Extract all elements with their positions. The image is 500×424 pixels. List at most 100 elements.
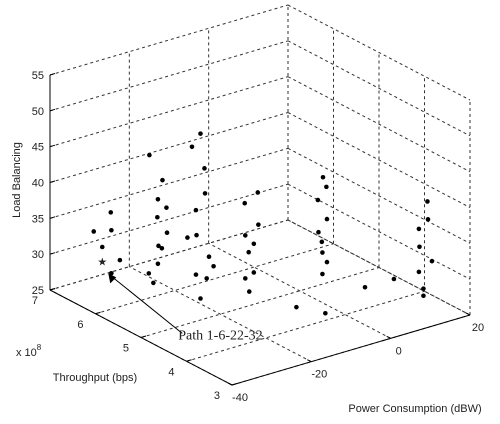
point [251,241,257,247]
point [243,276,248,281]
point [185,235,190,240]
grid-line [49,219,289,291]
point [193,207,199,213]
grid-line [129,266,312,363]
grid-line [208,242,391,339]
point [362,284,368,290]
point [155,261,161,267]
point [147,152,152,158]
point [323,310,328,316]
z-tick [49,108,56,112]
point [251,270,257,275]
point [425,199,430,204]
point [204,276,209,281]
point [246,249,251,255]
point [324,259,330,265]
x-tick [386,335,391,339]
z-tick-label: 35 [32,213,44,225]
point [194,232,199,238]
grid-line [49,183,289,255]
point [91,229,97,234]
point [417,244,422,250]
x-tick-label: -20 [311,369,327,381]
z-tick-label: 50 [32,106,44,118]
grid-line [287,4,471,101]
y-tick-label: 7 [32,295,38,307]
grid-line [49,147,289,219]
point [315,197,321,203]
point [155,196,161,202]
point [211,263,216,269]
point [320,271,325,277]
z-tick [49,180,56,183]
grid-line [49,76,289,148]
x-tick-label: -40 [232,392,248,404]
x-axis [231,314,471,386]
point [117,257,123,263]
point [99,244,105,250]
z-tick [49,252,56,255]
point [243,233,248,238]
point [160,177,165,183]
point [320,174,326,180]
y-tick [231,383,238,386]
y-tick [95,311,101,315]
annotation-arrow [109,274,183,334]
point [189,144,195,150]
x-tick [465,312,471,316]
x-tick [227,382,233,386]
point [255,190,261,195]
point [294,304,299,310]
point [429,258,435,264]
point [156,243,161,249]
point [155,214,160,220]
z-tick [49,144,56,148]
grid-line [49,112,289,183]
point [108,210,114,215]
point [202,166,207,171]
point [246,289,252,294]
z-tick-label: 55 [32,70,44,82]
x-tick-label: 20 [472,322,484,334]
point [151,280,156,286]
highlight-star: ★ [97,256,107,268]
point [324,216,330,222]
z-tick-label: 25 [32,285,44,297]
point [198,296,203,301]
point [316,229,321,235]
point [242,200,248,206]
point [164,230,170,236]
point [206,254,212,260]
z-tick-label: 45 [32,142,44,154]
grid-line [140,267,380,338]
point [159,245,165,251]
point [421,293,426,299]
z-tick-label: 40 [32,178,44,190]
grid-line [287,112,471,208]
y-tick [186,359,192,362]
point [425,217,431,222]
y-multiplier-exponent: 8 [37,343,42,352]
z-axis-label: Load Balancing [11,142,23,218]
point [416,269,422,275]
y-axis-label: Throughput (bps) [53,372,137,384]
point [319,239,325,245]
z-tick [49,73,56,76]
x-axis-label: Power Consumption (dBW) [348,403,481,415]
y-tick [49,288,56,291]
y-tick-label: 4 [168,366,174,378]
y-multiplier-base: x 10 [16,347,37,359]
point [256,222,261,227]
y-tick [140,335,147,338]
point [416,226,422,232]
y-tick-label: 6 [77,319,83,331]
point [324,184,329,190]
grid-line [287,40,471,137]
y-multiplier: x 108 [16,343,42,359]
y-tick-label: 5 [123,343,129,355]
grid-line [287,147,471,244]
point [198,131,203,136]
point [109,227,114,233]
point [164,205,169,210]
